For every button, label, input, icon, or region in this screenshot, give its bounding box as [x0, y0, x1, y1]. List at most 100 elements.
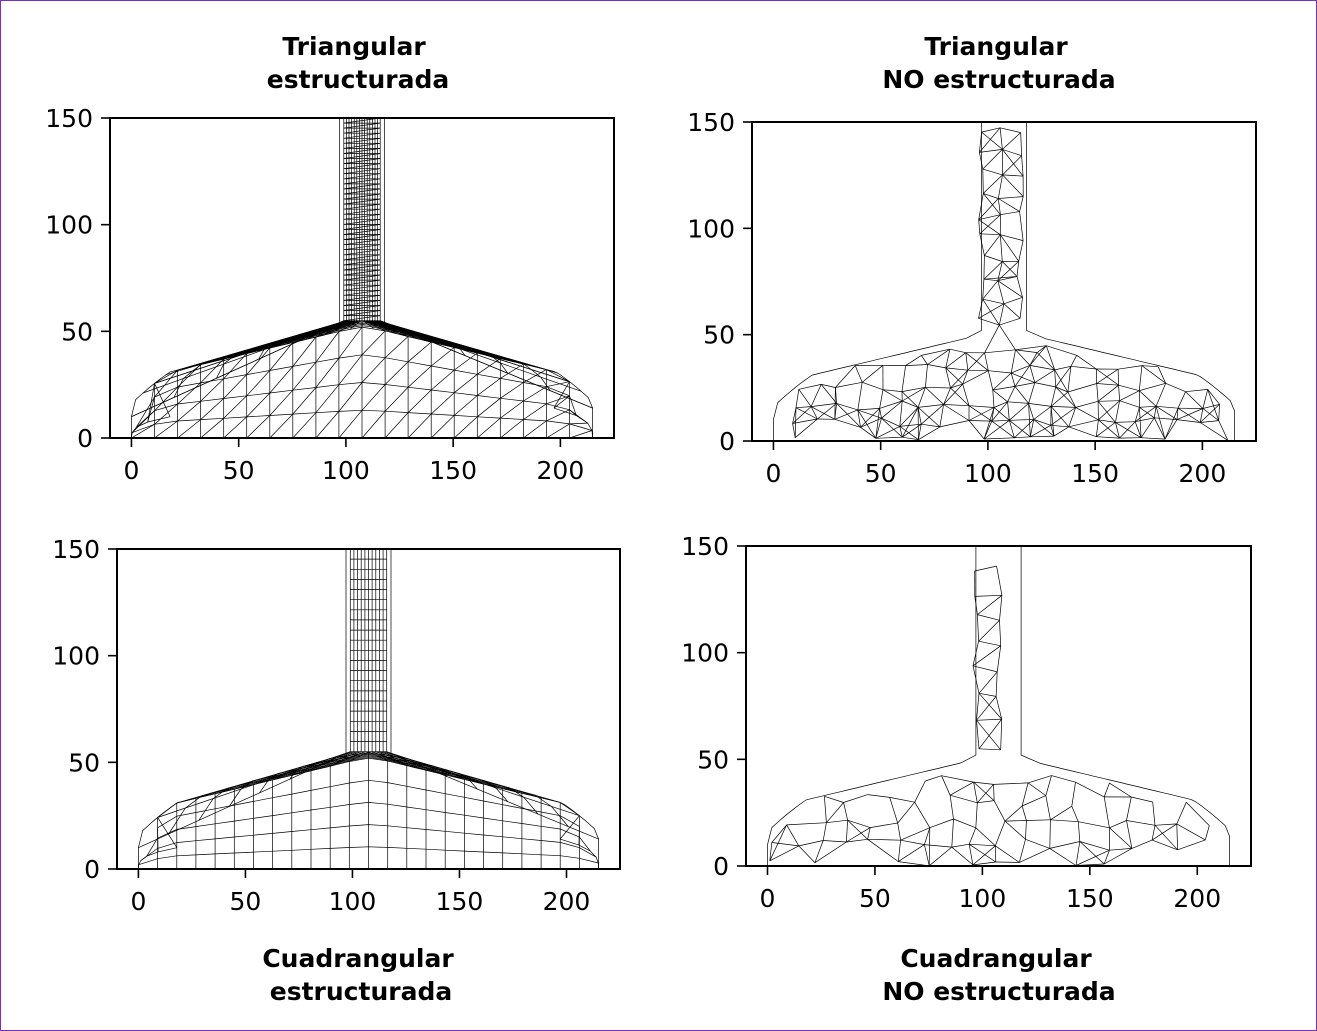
- mesh-edge: [962, 384, 970, 406]
- mesh-edge: [1186, 801, 1210, 826]
- mesh-edge: [343, 239, 381, 246]
- mesh-edge: [177, 382, 201, 405]
- mesh-edge: [343, 127, 381, 134]
- mesh-edge: [343, 249, 381, 256]
- mesh-edge: [984, 349, 1016, 354]
- mesh-edge: [929, 818, 954, 829]
- mesh-edge: [338, 326, 363, 359]
- mesh-edge: [979, 214, 1001, 235]
- mesh-edge: [1131, 839, 1153, 849]
- mesh-edge: [982, 280, 999, 300]
- mesh-edge: [1152, 801, 1156, 826]
- mesh-edge: [862, 381, 884, 391]
- mesh-edge: [1153, 417, 1166, 440]
- mesh-edge: [1021, 155, 1024, 177]
- mesh-edge: [198, 755, 539, 821]
- mesh-edge: [1115, 400, 1120, 423]
- mesh-edge: [1002, 174, 1024, 197]
- mesh-edge: [523, 403, 547, 420]
- mesh-edge: [1202, 408, 1219, 421]
- mesh-edge: [924, 844, 930, 866]
- mesh-edge: [1151, 839, 1178, 851]
- mesh-edge: [826, 802, 844, 823]
- mesh-edge: [882, 389, 903, 392]
- mesh-edge: [918, 404, 944, 408]
- mesh-edge: [1050, 424, 1069, 428]
- mesh-edge: [1025, 820, 1027, 840]
- mesh-edge: [978, 317, 1000, 326]
- mesh-edge: [967, 352, 985, 371]
- mesh-edge: [1050, 425, 1055, 437]
- y-tick-label: 100: [45, 211, 93, 240]
- mesh-edge: [984, 234, 1001, 256]
- mesh-edge: [901, 391, 919, 408]
- mesh-edge: [941, 775, 974, 783]
- mesh-edge: [1055, 386, 1069, 393]
- mesh-edge: [1098, 419, 1120, 439]
- mesh-edge: [1115, 421, 1136, 423]
- panel-triangular-structured: Triangular estructurada 0 50 100 150 200 0 50 1…: [45, 32, 615, 485]
- mesh-edge: [1004, 805, 1023, 822]
- mesh-edge: [384, 336, 409, 358]
- mesh-edge: [881, 400, 903, 419]
- mesh-edge: [997, 261, 1019, 281]
- mesh-edge: [177, 364, 201, 388]
- mesh-edge: [1075, 849, 1110, 866]
- mesh-edge: [854, 365, 863, 383]
- mesh-edge: [343, 137, 381, 144]
- mesh-edge: [1027, 782, 1047, 796]
- mesh-edge: [292, 320, 357, 343]
- mesh-edge: [984, 255, 1003, 262]
- mesh-edge: [154, 420, 178, 438]
- panel-title-line-1: Triangular: [282, 32, 426, 61]
- mesh-edge: [983, 261, 1003, 280]
- mesh-edge: [881, 417, 900, 427]
- mesh-edge: [1165, 382, 1186, 393]
- mesh-edge: [978, 193, 984, 220]
- mesh-outline: [138, 549, 599, 869]
- mesh-edge: [546, 409, 570, 422]
- mesh-edge: [500, 363, 524, 379]
- mesh-edge: [1204, 825, 1210, 840]
- mesh-edge: [1155, 406, 1166, 440]
- mesh-edge: [1185, 389, 1208, 393]
- mesh-edge: [1185, 391, 1204, 409]
- mesh-edge: [1156, 405, 1179, 409]
- x-tick-label: 200: [1179, 459, 1227, 488]
- mesh-outline: [131, 118, 593, 438]
- mesh-edge: [943, 387, 951, 405]
- mesh-edge: [983, 255, 985, 280]
- mesh-edge: [1049, 848, 1077, 866]
- mesh-edge: [798, 840, 824, 847]
- mesh-edge: [523, 369, 547, 383]
- mesh-edge: [343, 234, 381, 240]
- mesh-edge: [1068, 407, 1077, 427]
- mesh-edge: [1002, 149, 1022, 157]
- mesh-edge: [975, 802, 978, 828]
- mesh-edge: [154, 403, 178, 425]
- mesh-edge: [343, 183, 381, 190]
- mesh-edge: [822, 822, 827, 841]
- mesh-edge: [1135, 417, 1155, 423]
- mesh-edge: [917, 407, 941, 428]
- mesh-edge: [523, 420, 547, 438]
- mesh-edge: [967, 369, 989, 372]
- mesh-edge: [984, 324, 1000, 353]
- mesh-edge: [430, 415, 455, 438]
- mesh-edge: [978, 214, 1001, 221]
- mesh-edge: [992, 372, 1012, 391]
- mesh-edge: [834, 409, 858, 420]
- mesh-edge: [1028, 403, 1052, 407]
- mesh-edge: [875, 426, 900, 439]
- mesh-edge: [343, 315, 381, 322]
- mesh-edge: [991, 401, 1008, 422]
- mesh-edge: [982, 299, 1000, 326]
- mesh-edge: [1119, 390, 1140, 402]
- mesh-edge: [925, 387, 944, 405]
- mesh-edge: [1109, 820, 1127, 829]
- mesh-edge: [981, 131, 1003, 150]
- mesh-edge: [968, 405, 992, 422]
- mesh-edge: [1117, 369, 1119, 386]
- mesh-edge: [901, 365, 906, 392]
- mesh-edge: [1016, 276, 1023, 298]
